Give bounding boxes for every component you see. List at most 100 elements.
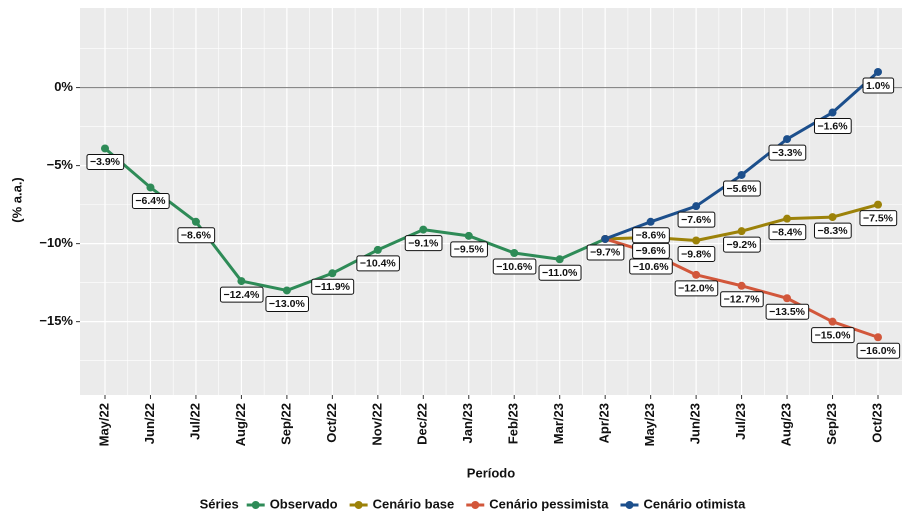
data-label-box: [632, 242, 670, 259]
data-point: [783, 294, 792, 303]
data-label: −12.7%: [724, 294, 761, 306]
x-tick-label: Aug/23: [778, 403, 793, 446]
x-tick-label: Dec/22: [415, 403, 430, 445]
data-label-box: [720, 291, 764, 308]
data-label: −1.6%: [817, 120, 848, 132]
data-label-box: [723, 236, 761, 253]
data-label: −9.6%: [636, 245, 667, 257]
data-label: −3.3%: [772, 147, 803, 159]
data-label: −6.4%: [135, 195, 166, 207]
legend-item: Cenário pessimista: [466, 496, 609, 511]
data-label-box: [629, 258, 673, 275]
data-label: −5.6%: [727, 183, 758, 195]
data-label: −9.2%: [727, 239, 758, 251]
data-point: [191, 217, 200, 226]
data-label: −9.1%: [408, 237, 439, 249]
plot-panel: [80, 8, 902, 395]
data-label-box: [813, 118, 852, 135]
data-label-box: [538, 264, 582, 281]
x-tick-label: Jul/23: [733, 403, 748, 440]
data-point: [510, 248, 519, 257]
y-axis-title: (% a.a.): [9, 177, 24, 223]
x-tick-label: Jan/23: [460, 403, 475, 443]
data-point: [828, 317, 837, 326]
data-label-group: −11.0%: [538, 264, 582, 281]
data-label-box: [813, 222, 852, 239]
legend-item: Cenário otimista: [620, 496, 746, 511]
data-label: −10.4%: [360, 258, 397, 270]
data-point: [737, 170, 746, 179]
data-label-box: [404, 235, 443, 252]
data-point: [874, 333, 882, 342]
data-label-box: [219, 286, 264, 303]
data-label: −9.7%: [590, 247, 621, 259]
data-label: −11.0%: [542, 267, 578, 279]
x-tick-label: Jun/22: [142, 403, 157, 444]
data-point: [828, 213, 837, 222]
x-tick-label: Jul/22: [187, 403, 202, 440]
data-label: −13.0%: [269, 298, 306, 310]
data-label-box: [632, 227, 670, 244]
legend-item: Observado: [246, 496, 338, 511]
data-point: [282, 286, 291, 295]
data-label: −10.6%: [496, 261, 533, 273]
data-label-group: −3.3%: [768, 144, 807, 161]
data-label-box: [177, 227, 216, 244]
legend-label: Observado: [270, 496, 338, 511]
data-label-box: [677, 211, 716, 228]
data-label-box: [859, 210, 898, 227]
data-label-group: 1.0%: [862, 77, 895, 94]
data-label-box: [862, 77, 895, 94]
x-tick-label: May/22: [96, 403, 111, 446]
data-label-box: [265, 295, 309, 312]
data-label: −13.5%: [769, 306, 806, 318]
x-tick-label: Sep/23: [824, 403, 839, 445]
data-point: [555, 255, 564, 264]
x-axis-title: Período: [467, 465, 515, 480]
data-label-box: [356, 255, 400, 272]
data-point: [874, 67, 882, 76]
data-point: [828, 108, 837, 117]
data-point: [737, 227, 746, 236]
data-label-box: [765, 303, 810, 320]
data-point: [419, 225, 428, 234]
data-label-box: [768, 144, 807, 161]
data-label-group: −8.6%: [632, 227, 670, 244]
data-point: [874, 200, 882, 209]
data-label-box: [586, 244, 625, 261]
data-label: 1.0%: [866, 80, 891, 92]
data-label: −8.6%: [181, 230, 212, 242]
data-label-group: −12.0%: [674, 280, 719, 297]
y-tick-label: −5%: [47, 157, 74, 172]
data-label-group: −11.9%: [311, 278, 355, 295]
data-label-box: [450, 241, 488, 258]
legend-key-point: [471, 501, 480, 509]
y-tick-label: −15%: [39, 313, 73, 328]
data-label-group: −15.0%: [811, 327, 855, 344]
data-point: [692, 202, 701, 211]
data-point: [101, 144, 109, 153]
series-line: [104, 147, 606, 292]
data-label-group: −10.4%: [356, 255, 400, 272]
data-label-box: [674, 280, 719, 297]
data-label-group: −12.4%: [219, 286, 264, 303]
data-label: −8.6%: [636, 230, 667, 242]
x-tick-label: Nov/22: [369, 403, 384, 446]
legend-key-point: [354, 501, 363, 509]
data-label-box: [723, 180, 761, 197]
data-label: −8.4%: [772, 226, 803, 238]
legend-title: Séries: [200, 496, 239, 511]
legend-label: Cenário pessimista: [489, 496, 609, 511]
data-label-group: −7.6%: [677, 211, 716, 228]
data-label: −3.9%: [90, 156, 121, 168]
data-label-group: −9.8%: [677, 246, 716, 263]
data-point: [328, 269, 337, 278]
data-label-group: −16.0%: [856, 342, 901, 359]
data-label: −9.8%: [681, 248, 712, 260]
data-point: [464, 231, 473, 240]
data-point: [692, 236, 701, 245]
data-label-box: [86, 153, 125, 170]
y-tick-label: −10%: [39, 235, 73, 250]
data-label-group: −3.9%: [86, 153, 125, 170]
